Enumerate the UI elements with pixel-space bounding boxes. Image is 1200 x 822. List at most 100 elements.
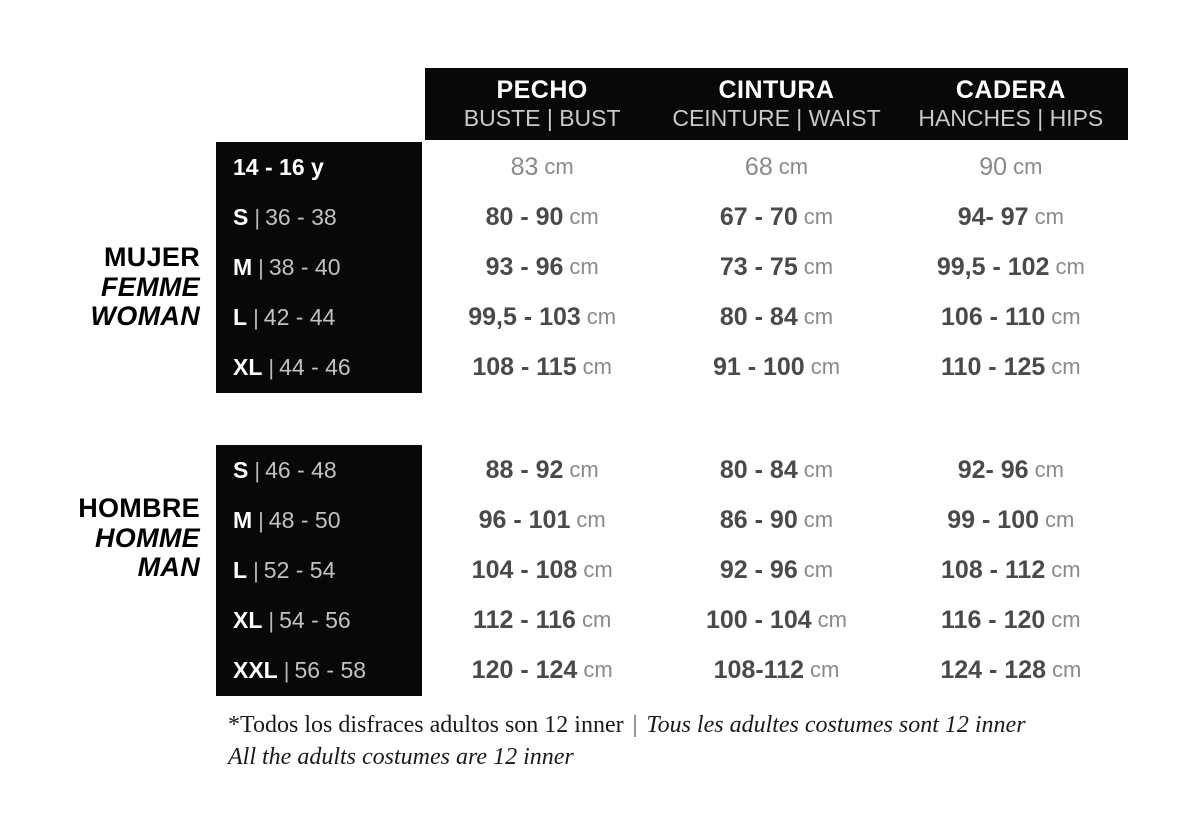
footnote-es: *Todos los disfraces adultos son 12 inne…	[228, 712, 624, 738]
measurement-header-band: PECHO BUSTE | BUST CINTURA CEINTURE | WA…	[425, 68, 1128, 140]
value-cell-waist: 80 - 84 cm	[659, 292, 893, 342]
size-range: 54 - 56	[279, 607, 351, 633]
value-unit: cm	[583, 657, 613, 682]
size-row-women-1: S | 36 - 38	[216, 193, 422, 243]
size-code: L	[233, 304, 248, 330]
value-cell-hips: 99,5 - 102 cm	[894, 242, 1128, 292]
value-number: 116 - 120	[941, 605, 1046, 634]
value-cell-hips: 90 cm	[894, 142, 1128, 192]
size-separator: |	[258, 507, 264, 533]
value-number: 90	[979, 152, 1008, 181]
value-unit: cm	[778, 154, 809, 179]
value-unit: cm	[583, 557, 613, 582]
size-code: XXL	[233, 657, 278, 683]
size-row-men-0: S | 46 - 48	[216, 446, 422, 496]
values-women: 83 cm 68 cm 90 cm 80 - 90 cm 67 - 70 cm	[425, 142, 1128, 392]
value-cell-chest: 99,5 - 103 cm	[425, 292, 659, 342]
value-unit: cm	[803, 254, 834, 279]
value-cell-chest: 83 cm	[425, 142, 659, 192]
value-number: 94- 97	[957, 202, 1029, 231]
value-unit: cm	[582, 354, 612, 379]
size-range: 56 - 58	[294, 657, 367, 683]
value-number: 92- 96	[957, 455, 1029, 484]
size-range: 44 - 46	[279, 354, 351, 380]
value-row-men-1: 96 - 101 cm 86 - 90 cm 99 - 100 cm	[425, 495, 1128, 545]
size-code: M	[233, 507, 253, 533]
size-block-men: S | 46 - 48 M | 48 - 50 L | 52 - 54 XL |…	[216, 445, 422, 696]
value-number: 99,5 - 102	[936, 252, 1050, 281]
value-number: 80 - 90	[485, 202, 564, 231]
value-unit: cm	[544, 154, 574, 179]
footnote-separator: |	[632, 712, 638, 738]
value-row-men-3: 112 - 116 cm 100 - 104 cm 116 - 120 cm	[425, 595, 1128, 645]
value-unit: cm	[1051, 557, 1081, 582]
value-cell-waist: 100 - 104 cm	[659, 595, 893, 645]
value-number: 124 - 128	[940, 655, 1046, 684]
size-range: 36 - 38	[265, 204, 337, 230]
size-range: 38 - 40	[268, 254, 341, 280]
value-unit: cm	[803, 204, 834, 229]
header-column-chest: PECHO BUSTE | BUST	[425, 68, 659, 140]
value-number: 96 - 101	[478, 505, 571, 534]
value-unit: cm	[586, 304, 617, 329]
value-cell-hips: 124 - 128 cm	[894, 645, 1128, 695]
header-hips-secondary: HANCHES | HIPS	[918, 105, 1104, 131]
size-code: XL	[233, 354, 263, 380]
value-number: 92 - 96	[719, 555, 798, 584]
value-number: 83	[510, 152, 539, 181]
value-unit: cm	[1034, 204, 1064, 229]
value-number: 120 - 124	[471, 655, 578, 684]
value-row-women-4: 108 - 115 cm 91 - 100 cm 110 - 125 cm	[425, 342, 1128, 392]
value-number: 104 - 108	[471, 555, 578, 584]
size-row-women-0: 14 - 16 y	[216, 143, 422, 193]
value-cell-waist: 86 - 90 cm	[659, 495, 893, 545]
value-cell-chest: 104 - 108 cm	[425, 545, 659, 595]
value-unit: cm	[803, 304, 834, 329]
group-label-men-en: MAN	[137, 552, 200, 583]
size-row-men-3: XL | 54 - 56	[216, 596, 422, 646]
value-cell-hips: 116 - 120 cm	[894, 595, 1128, 645]
value-number: 100 - 104	[706, 605, 812, 634]
value-cell-waist: 91 - 100 cm	[659, 342, 893, 392]
value-unit: cm	[1013, 154, 1043, 179]
size-row-women-3: L | 42 - 44	[216, 293, 422, 343]
value-cell-hips: 108 - 112 cm	[894, 545, 1128, 595]
header-chest-primary: PECHO	[496, 76, 588, 104]
value-number: 110 - 125	[941, 352, 1046, 381]
header-hips-primary: CADERA	[955, 76, 1066, 104]
value-unit: cm	[810, 354, 841, 379]
value-number: 112 - 116	[473, 605, 576, 634]
header-column-hips: CADERA HANCHES | HIPS	[894, 68, 1128, 140]
values-men: 88 - 92 cm 80 - 84 cm 92- 96 cm 96 - 101…	[425, 445, 1128, 695]
value-number: 73 - 75	[719, 252, 798, 281]
size-row-men-4: XXL | 56 - 58	[216, 646, 422, 696]
size-separator: |	[283, 657, 290, 683]
size-separator: |	[253, 557, 259, 583]
value-unit: cm	[1051, 657, 1082, 682]
value-unit: cm	[1045, 507, 1075, 532]
value-cell-chest: 96 - 101 cm	[425, 495, 659, 545]
value-number: 88 - 92	[485, 455, 564, 484]
size-range: 48 - 50	[268, 507, 341, 533]
size-row-women-4: XL | 44 - 46	[216, 343, 422, 393]
size-row-women-2: M | 38 - 40	[216, 243, 422, 293]
size-row-men-1: M | 48 - 50	[216, 496, 422, 546]
value-cell-waist: 92 - 96 cm	[659, 545, 893, 595]
value-row-women-1: 80 - 90 cm 67 - 70 cm 94- 97 cm	[425, 192, 1128, 242]
value-unit: cm	[1051, 304, 1081, 329]
value-number: 80 - 84	[719, 455, 798, 484]
group-label-women-es: MUJER	[103, 242, 200, 272]
value-number: 93 - 96	[485, 252, 564, 281]
value-number: 108 - 115	[472, 352, 577, 381]
value-cell-hips: 106 - 110 cm	[894, 292, 1128, 342]
group-label-women-en: WOMAN	[90, 301, 200, 332]
value-cell-hips: 110 - 125 cm	[894, 342, 1128, 392]
value-row-men-0: 88 - 92 cm 80 - 84 cm 92- 96 cm	[425, 445, 1128, 495]
size-code: S	[233, 204, 249, 230]
value-cell-waist: 80 - 84 cm	[659, 445, 893, 495]
value-cell-hips: 94- 97 cm	[894, 192, 1128, 242]
size-separator: |	[268, 354, 275, 380]
value-number: 91 - 100	[712, 352, 805, 381]
footnote-fr: Tous les adultes costumes sont 12 inner	[646, 712, 1026, 738]
value-number: 80 - 84	[719, 302, 798, 331]
